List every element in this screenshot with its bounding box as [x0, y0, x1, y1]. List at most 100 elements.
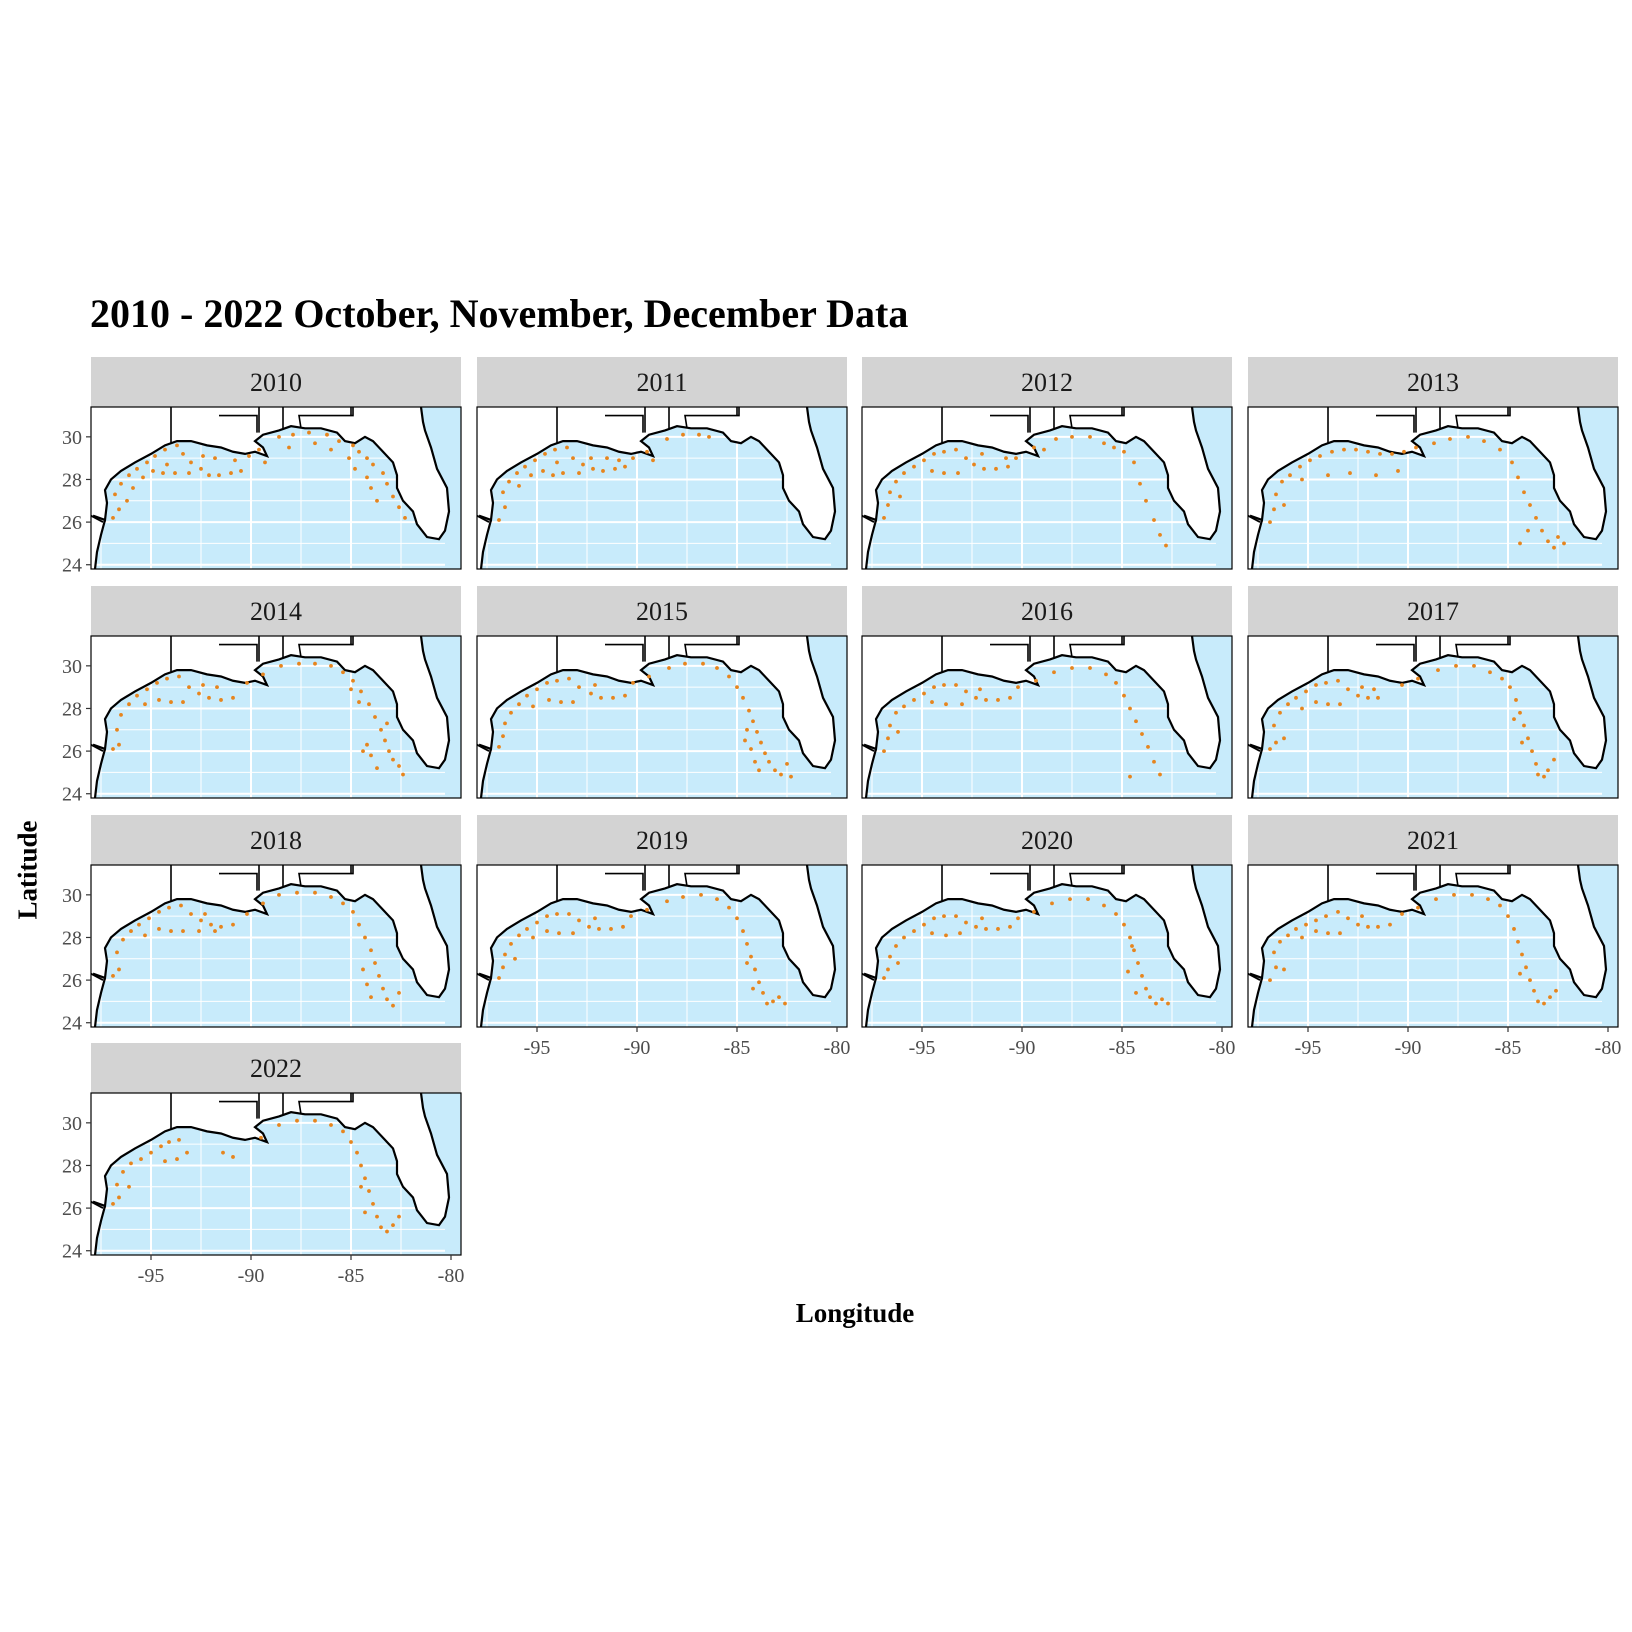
data-point [349, 1140, 353, 1144]
data-point [1366, 449, 1370, 454]
data-point [175, 443, 179, 448]
data-point [741, 929, 745, 933]
data-point [587, 924, 591, 929]
data-point [125, 498, 129, 503]
facet-strip [1248, 586, 1618, 636]
data-point [1400, 912, 1404, 916]
data-point [1140, 732, 1144, 736]
data-point [617, 458, 621, 463]
data-point [1052, 670, 1056, 675]
data-point [894, 944, 898, 948]
data-point [119, 712, 123, 717]
state-border [1069, 636, 1125, 658]
data-point [1528, 503, 1532, 507]
data-point [932, 685, 936, 690]
data-point [369, 948, 373, 953]
data-point [1520, 952, 1524, 957]
data-point [1376, 924, 1380, 929]
data-point [1014, 456, 1018, 461]
border-line [91, 514, 104, 523]
data-point [551, 473, 555, 478]
data-point [1154, 1001, 1158, 1006]
data-point [944, 933, 948, 938]
state-border [1455, 407, 1511, 429]
data-point [783, 1001, 787, 1006]
data-point [1512, 717, 1516, 722]
facet-strip-label: 2017 [1407, 597, 1459, 626]
coastline [1249, 407, 1608, 541]
data-point [1416, 676, 1420, 681]
x-tick-label: -90 [624, 1037, 651, 1059]
data-point [313, 1118, 317, 1123]
data-point [1546, 539, 1550, 544]
data-point [199, 466, 203, 471]
data-point [886, 967, 890, 972]
data-point [167, 1140, 171, 1144]
coastline-mexico [479, 977, 493, 1027]
data-point [367, 1189, 371, 1193]
data-point [561, 471, 565, 475]
data-point [1546, 768, 1550, 773]
data-point [1300, 477, 1304, 482]
data-point [697, 432, 701, 437]
data-point [930, 931, 934, 936]
data-point [365, 982, 369, 987]
data-point [1452, 892, 1456, 897]
data-point [1336, 678, 1340, 683]
data-point [984, 927, 988, 931]
data-point [359, 1163, 363, 1168]
data-point [245, 912, 249, 916]
data-point [503, 952, 507, 957]
data-point [707, 434, 711, 439]
data-point [888, 954, 892, 959]
data-point [912, 698, 916, 702]
data-point [113, 492, 117, 497]
data-point [753, 967, 757, 972]
data-point [127, 1184, 131, 1189]
data-point [325, 432, 329, 437]
data-point [749, 747, 753, 751]
data-point [1536, 772, 1540, 777]
coastline [478, 407, 837, 541]
data-point [397, 764, 401, 768]
data-point [207, 695, 211, 700]
panel-border [476, 635, 848, 799]
data-point [1536, 999, 1540, 1004]
data-point [779, 772, 783, 777]
data-point [882, 749, 886, 754]
data-point [297, 661, 301, 666]
facet-strip-label: 2010 [250, 368, 302, 397]
data-point [757, 980, 761, 985]
facet-strip [91, 1043, 461, 1093]
data-point [1454, 663, 1458, 668]
data-point [1526, 528, 1530, 533]
data-point [1326, 931, 1330, 936]
coastline-mexico [479, 748, 493, 798]
data-point [1112, 445, 1116, 450]
data-point [165, 676, 169, 681]
data-point [161, 471, 165, 475]
data-point [341, 670, 345, 675]
facet-strip-label: 2011 [636, 368, 687, 397]
coastline [1249, 865, 1608, 999]
data-point [385, 1229, 389, 1234]
facet-strip-label: 2020 [1021, 826, 1073, 855]
data-point [894, 479, 898, 484]
data-point [151, 469, 155, 473]
data-point [201, 683, 205, 687]
data-point [755, 730, 759, 734]
data-point [189, 912, 193, 916]
data-point [1016, 685, 1020, 690]
data-point [163, 1159, 167, 1164]
facet-panel-2016: 2016 [861, 586, 1233, 799]
facet-panel-2018: 2018 24 26 28 30 [62, 815, 462, 1035]
data-point [753, 759, 757, 764]
data-point [593, 916, 597, 921]
state-border [990, 872, 1029, 891]
data-point [545, 914, 549, 919]
data-point [1514, 698, 1518, 702]
data-point [1356, 922, 1360, 927]
border-line [862, 514, 875, 523]
data-point [1522, 490, 1526, 495]
data-point [363, 1176, 367, 1181]
